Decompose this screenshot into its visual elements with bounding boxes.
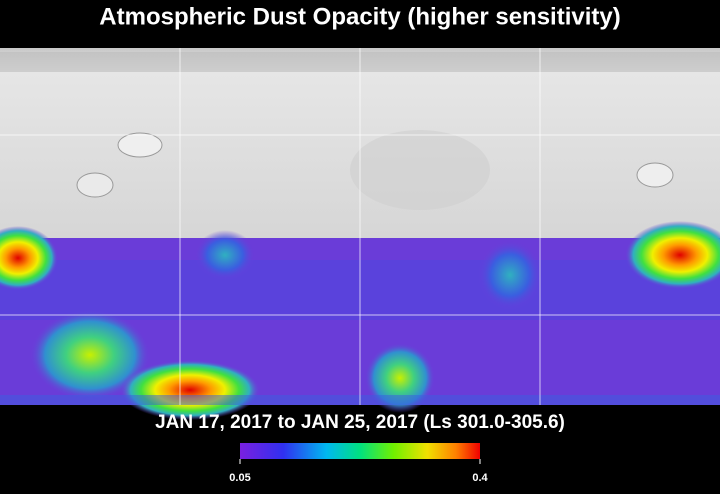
dust-cell	[30, 310, 150, 400]
graticule	[0, 48, 720, 405]
date-range: JAN 17, 2017 to JAN 25, 2017 (Ls 301.0-3…	[155, 412, 565, 433]
volcano	[636, 162, 674, 188]
colorbar-label: 0.05	[229, 472, 250, 484]
colorbar-ramp	[240, 443, 480, 459]
highlands	[350, 130, 490, 210]
dust-cell	[625, 221, 720, 289]
colorbar: 0.05 0.4	[229, 443, 489, 484]
dust-cell	[195, 230, 255, 280]
dust-cell	[478, 240, 542, 310]
dust-cell	[0, 226, 58, 290]
volcano	[117, 132, 163, 158]
dust-cell	[120, 360, 260, 420]
mars-map	[0, 48, 720, 420]
map-title: Atmospheric Dust Opacity (higher sensiti…	[99, 3, 620, 30]
volcano	[76, 172, 114, 198]
colorbar-label: 0.4	[472, 472, 488, 484]
